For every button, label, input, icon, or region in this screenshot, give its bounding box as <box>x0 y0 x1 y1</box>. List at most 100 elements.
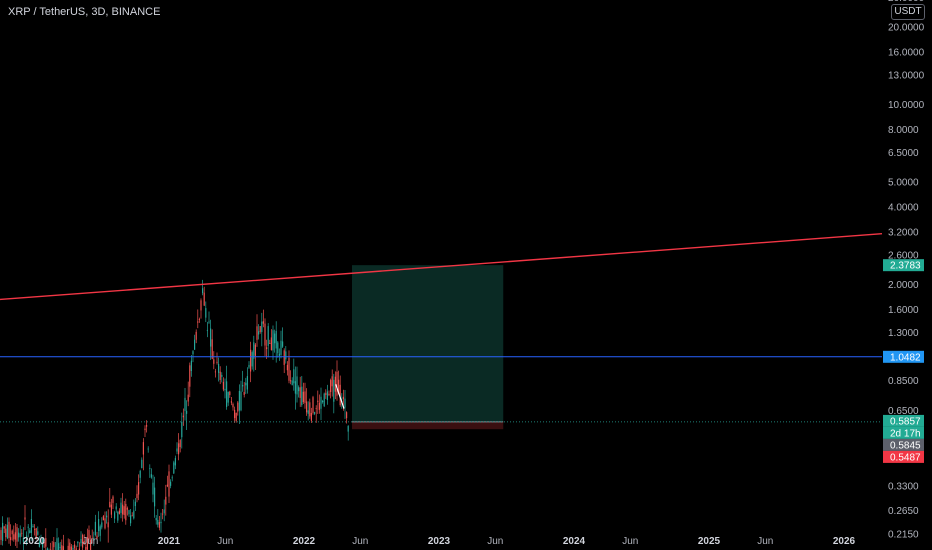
candle-body <box>246 376 248 390</box>
candle-body <box>107 522 109 528</box>
candle-body <box>334 376 336 392</box>
candle-body <box>34 528 36 530</box>
x-tick-label: 2026 <box>833 536 856 547</box>
candle-body <box>232 403 234 408</box>
candle-body <box>198 319 200 320</box>
candle-body <box>222 381 224 390</box>
candle-body <box>5 528 7 538</box>
candle-body <box>106 515 108 518</box>
candle-body <box>43 541 45 543</box>
candle-body <box>331 376 333 387</box>
x-tick-label: 2020 <box>23 536 46 547</box>
candle-body <box>18 532 20 538</box>
candle-body <box>206 329 208 331</box>
x-tick-label: 2024 <box>563 536 586 547</box>
candle-body <box>141 459 143 469</box>
candle-body <box>262 321 264 324</box>
candle-body <box>171 477 173 479</box>
candle-body <box>299 387 301 398</box>
candle-body <box>152 482 154 495</box>
y-tick-label: 16.0000 <box>888 47 925 58</box>
candle-body <box>157 519 159 525</box>
candle-body <box>29 530 31 534</box>
candle-body <box>218 363 220 373</box>
candle-body <box>118 510 120 514</box>
candle-body <box>326 391 328 401</box>
candle-body <box>8 521 10 538</box>
price-badge-label: 1.0482 <box>890 352 921 363</box>
candle-body <box>294 381 296 394</box>
resistance-line <box>0 233 883 301</box>
candle-body <box>144 428 146 431</box>
candle-body <box>342 396 344 400</box>
candle-body <box>101 522 103 528</box>
candle-body <box>261 321 263 333</box>
candle-body <box>21 532 23 534</box>
candle-body <box>266 347 268 350</box>
candle-body <box>318 402 320 410</box>
candle-body <box>45 538 47 547</box>
candle-body <box>2 522 4 541</box>
candle-body <box>24 517 26 520</box>
candle-body <box>317 400 319 403</box>
candle-body <box>32 525 34 528</box>
time-axis[interactable]: 2020 Jun 2021 Jun 2022 Jun 2023 Jun 2024 Jun 2025 J… <box>23 536 856 547</box>
currency-button[interactable]: USDT <box>891 4 925 20</box>
candle-body <box>312 397 314 413</box>
candle-body <box>176 448 178 452</box>
x-tick-label: Jun <box>82 536 98 547</box>
candle-body <box>306 401 308 413</box>
y-tick-label: 0.8500 <box>888 376 919 387</box>
x-tick-label: Jun <box>487 536 503 547</box>
candle-body <box>323 393 325 407</box>
candle-body <box>80 539 82 544</box>
candle-body <box>254 344 256 356</box>
candle-body <box>3 526 5 529</box>
candle-body <box>328 393 330 396</box>
candle-body <box>0 530 2 540</box>
candle-body <box>37 531 39 535</box>
candle-body <box>190 360 192 372</box>
candle-body <box>219 371 221 380</box>
candle-body <box>179 440 181 448</box>
candle-body <box>272 330 274 351</box>
y-tick-label: 6.5000 <box>888 148 919 159</box>
candle-body <box>104 518 106 529</box>
candle-body <box>78 548 80 550</box>
candle-body <box>53 542 55 548</box>
candle-body <box>154 487 156 507</box>
candle-body <box>205 308 207 318</box>
candle-body <box>325 393 327 395</box>
price-axis[interactable]: 26.0000 20.0000 16.0000 13.0000 10.0000 8.000… <box>888 0 925 541</box>
x-tick-label: Jun <box>217 536 233 547</box>
candle-body <box>123 506 125 516</box>
candle-body <box>181 421 183 438</box>
candle-body <box>346 412 348 419</box>
candle-body <box>136 493 138 499</box>
candle-body <box>93 537 95 541</box>
x-tick-label: Jun <box>622 536 638 547</box>
y-tick-label: 8.0000 <box>888 125 919 136</box>
candle-body <box>258 331 260 335</box>
price-badge-label: 2.3783 <box>890 261 921 272</box>
candle-body <box>286 364 288 371</box>
candle-body <box>74 544 76 549</box>
candle-body <box>307 410 309 414</box>
price-badge <box>883 350 924 363</box>
y-tick-label: 4.0000 <box>888 203 919 214</box>
y-tick-label: 0.2650 <box>888 506 919 517</box>
candle-body <box>160 521 162 524</box>
candle-body <box>19 533 21 538</box>
candle-body <box>139 470 141 478</box>
candle-body <box>195 331 197 340</box>
y-tick-label: 0.6500 <box>888 406 919 417</box>
x-tick-label: 2025 <box>698 536 721 547</box>
candle-body <box>200 300 202 311</box>
candle-body <box>130 515 132 524</box>
candle-body <box>173 462 175 474</box>
candle-body <box>320 396 322 409</box>
candle-body <box>214 371 216 373</box>
candle-body <box>197 321 199 323</box>
